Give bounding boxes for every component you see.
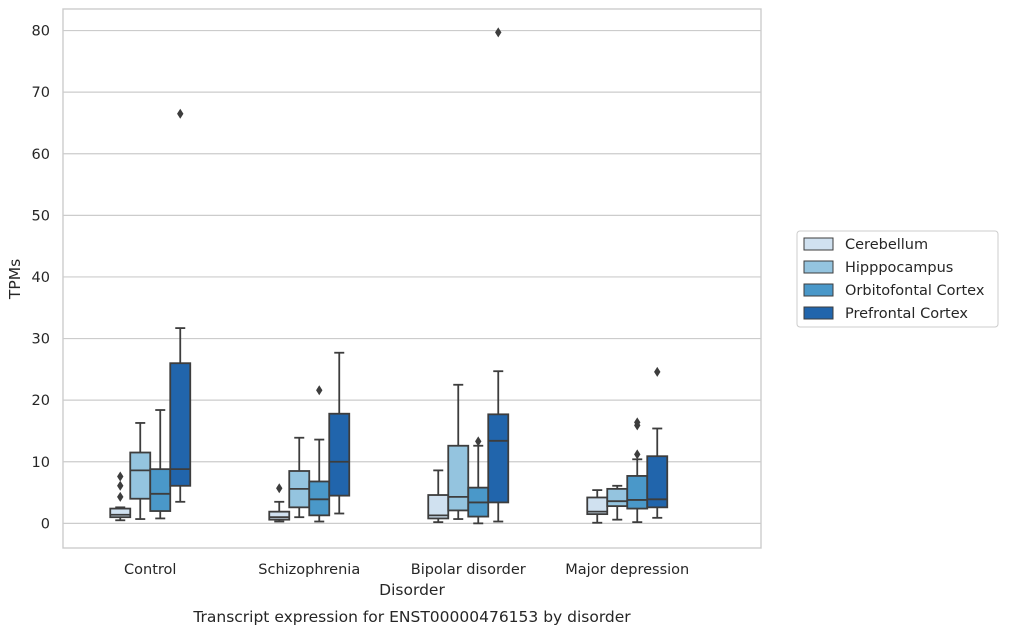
y-tick-label: 40 (32, 270, 50, 286)
box-group (129, 422, 152, 520)
y-tick-label: 60 (32, 147, 50, 163)
box-group (149, 409, 172, 520)
x-axis-label: Disorder (379, 581, 445, 599)
y-axis-label: TPMs (6, 259, 24, 300)
box-iqr (129, 451, 152, 500)
box-group (328, 351, 351, 515)
legend-items: Cerebellum Hipppocampus Orbitofontal Corte… (803, 237, 985, 322)
outlier-point (276, 483, 283, 494)
x-tick-label: Schizophrenia (258, 562, 360, 578)
legend-label: Orbitofontal Cortex (845, 283, 985, 299)
box-iqr (646, 455, 669, 509)
legend: Cerebellum Hipppocampus Orbitofontal Corte… (796, 230, 999, 328)
box-group (646, 366, 669, 519)
outlier-point (117, 471, 124, 482)
box-group (606, 484, 629, 521)
box-iqr (149, 468, 172, 512)
y-tick-label: 70 (32, 85, 50, 101)
box-group (288, 436, 311, 519)
outlier-point (475, 436, 482, 447)
box-iqr (447, 444, 470, 512)
box-group (308, 385, 331, 523)
legend-swatch (803, 306, 834, 320)
outlier-point (654, 366, 661, 377)
outlier-point (117, 491, 124, 502)
outlier-point (634, 449, 641, 460)
x-tick-label: Control (124, 562, 176, 578)
plot-frame (62, 8, 762, 549)
outlier-point (177, 108, 184, 119)
outlier-point (634, 417, 641, 428)
x-tick-label: Bipolar disorder (411, 562, 526, 578)
outlier-point (495, 27, 502, 38)
box-group (427, 469, 450, 524)
box-group (268, 483, 291, 523)
box-group (586, 489, 609, 524)
box-group (487, 27, 510, 523)
y-tick-label: 20 (32, 393, 50, 409)
outlier-point (117, 480, 124, 491)
box-group (467, 436, 490, 525)
legend-label: Prefrontal Cortex (845, 306, 968, 322)
box-group (626, 417, 649, 524)
y-tick-label: 10 (32, 455, 50, 471)
legend-label: Hipppocampus (845, 260, 953, 276)
y-tick-label: 30 (32, 332, 50, 348)
box-group (447, 383, 470, 520)
gridlines (63, 29, 761, 524)
outlier-point (316, 385, 323, 396)
y-tick-label: 80 (32, 24, 50, 40)
x-axis-ticks: Control Schizophrenia Bipolar disorder Majo… (124, 562, 689, 578)
box-iqr (626, 475, 649, 510)
box-group (109, 471, 132, 522)
box-iqr (268, 510, 291, 521)
box-iqr (328, 412, 351, 497)
box-iqr (308, 480, 331, 517)
box-iqr (109, 507, 132, 519)
box-group (169, 108, 192, 503)
legend-label: Cerebellum (845, 237, 928, 253)
y-axis-ticks: 0 10 20 30 40 50 60 70 80 (32, 24, 50, 533)
x-tick-label: Major depression (565, 562, 689, 578)
legend-swatch (803, 260, 834, 274)
y-tick-label: 0 (41, 516, 50, 532)
legend-frame (796, 230, 999, 328)
legend-swatch (803, 237, 834, 251)
boxes (109, 27, 669, 525)
box-iqr (487, 413, 510, 504)
figure-caption: Transcript expression for ENST0000047615… (192, 608, 631, 626)
box-iqr (169, 362, 192, 487)
y-tick-label: 50 (32, 208, 50, 224)
box-iqr (606, 487, 629, 508)
legend-swatch (803, 283, 834, 297)
